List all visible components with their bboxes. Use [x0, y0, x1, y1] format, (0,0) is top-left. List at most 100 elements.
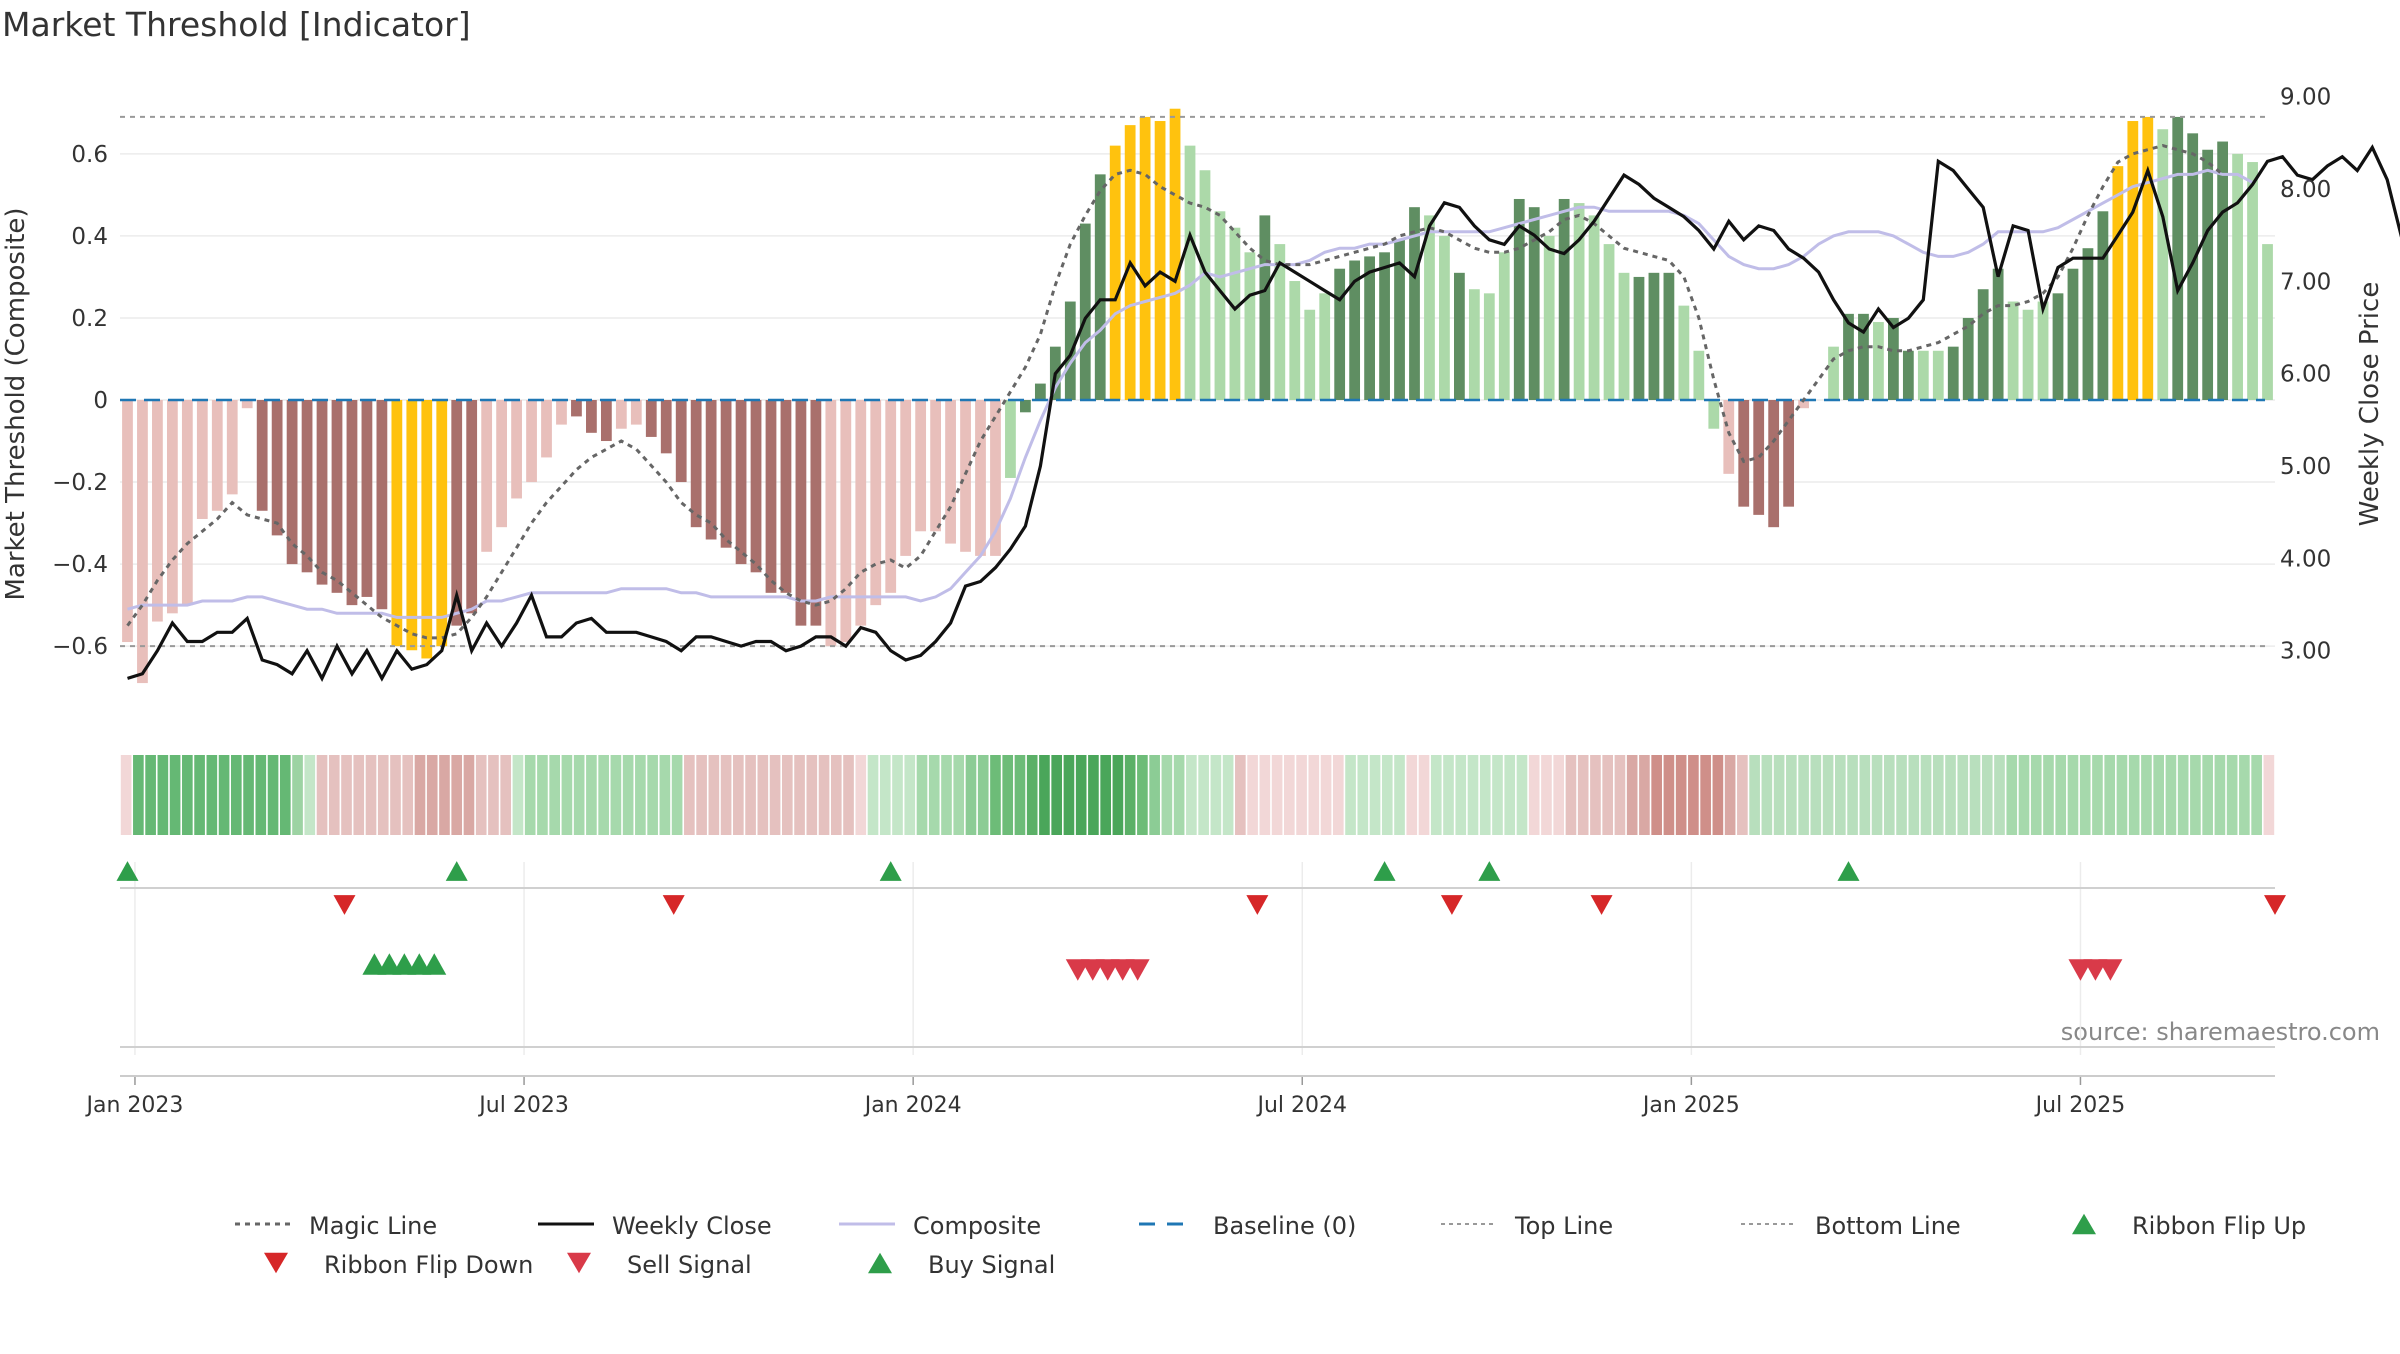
composite-bar — [586, 400, 597, 433]
chart-title: Market Threshold [Indicator] — [2, 5, 471, 44]
ribbon-cell — [1847, 755, 1858, 835]
ribbon-cell — [966, 755, 977, 835]
ribbon-cell — [268, 755, 279, 835]
ribbon-cell — [1578, 755, 1589, 835]
ribbon-cell — [1076, 755, 1087, 835]
ribbon-cell — [353, 755, 364, 835]
composite-bar — [781, 400, 792, 593]
ribbon-cell — [770, 755, 781, 835]
x-tick-label: Jul 2023 — [477, 1093, 569, 1118]
ribbon-cell — [660, 755, 671, 835]
ribbon-cell — [1357, 755, 1368, 835]
ribbon-cell — [402, 755, 413, 835]
ribbon-cell — [219, 755, 230, 835]
composite-bar — [2083, 248, 2094, 400]
ribbon-cell — [990, 755, 1001, 835]
composite-bar — [706, 400, 717, 539]
ribbon-cell — [941, 755, 952, 835]
ribbon-cell — [243, 755, 254, 835]
composite-bar — [436, 400, 447, 646]
ribbon-cell — [1186, 755, 1197, 835]
ribbon-cell — [1064, 755, 1075, 835]
composite-bar — [466, 400, 477, 613]
ribbon-cell — [2141, 755, 2152, 835]
ribbon-cell — [1455, 755, 1466, 835]
signal-rows — [116, 861, 2286, 1076]
composite-bar — [1005, 400, 1016, 478]
y-left-tick-label: −0.2 — [52, 470, 108, 496]
ribbon-cell — [145, 755, 156, 835]
ribbon-cell — [758, 755, 769, 835]
ribbon-cell — [1749, 755, 1760, 835]
ribbon-flip-down-marker — [1441, 895, 1463, 915]
ribbon-cell — [1394, 755, 1405, 835]
ribbon-cell — [1296, 755, 1307, 835]
ribbon-flip-down-marker — [663, 895, 685, 915]
ribbon-cell — [2215, 755, 2226, 835]
ribbon-cell — [121, 755, 132, 835]
legend-label: Baseline (0) — [1213, 1212, 1356, 1240]
ribbon-cell — [194, 755, 205, 835]
ribbon-cell — [1872, 755, 1883, 835]
composite-bar — [900, 400, 911, 556]
composite-bar — [1589, 215, 1600, 400]
ribbon-cell — [158, 755, 169, 835]
ribbon-cell — [2068, 755, 2079, 835]
composite-bar — [1065, 302, 1076, 400]
composite-bar — [840, 400, 851, 642]
composite-bar — [1364, 256, 1375, 400]
composite-bar — [1828, 347, 1839, 400]
y-left-tick-label: 0 — [93, 388, 108, 414]
composite-bar — [810, 400, 821, 626]
composite-bar — [1664, 273, 1675, 400]
ribbon-cell — [2104, 755, 2115, 835]
ribbon-cell — [2227, 755, 2238, 835]
ribbon-cell — [819, 755, 830, 835]
ribbon-cell — [2129, 755, 2140, 835]
ribbon-cell — [647, 755, 658, 835]
composite-bar — [2038, 302, 2049, 400]
ribbon-cell — [745, 755, 756, 835]
ribbon-cell — [831, 755, 842, 835]
composite-bar — [302, 400, 313, 572]
ribbon-cell — [1602, 755, 1613, 835]
ribbon-cell — [2190, 755, 2201, 835]
ribbon-strip — [121, 755, 2274, 835]
ribbon-cell — [2166, 755, 2177, 835]
composite-bar — [676, 400, 687, 482]
ribbon-cell — [2251, 755, 2262, 835]
ribbon-cell — [2239, 755, 2250, 835]
composite-bar — [2008, 302, 2019, 400]
composite-bar — [556, 400, 567, 425]
legend-item: Ribbon Flip Up — [2072, 1212, 2306, 1240]
composite-bar — [945, 400, 956, 544]
ribbon-cell — [2006, 755, 2017, 835]
composite-bar — [1559, 199, 1570, 400]
composite-bar — [721, 400, 732, 548]
composite-bar — [691, 400, 702, 527]
ribbon-flip-up-marker — [1837, 861, 1859, 881]
ribbon-cell — [1235, 755, 1246, 835]
ribbon-cell — [2092, 755, 2103, 835]
ribbon-cell — [1615, 755, 1626, 835]
legend-label: Ribbon Flip Down — [324, 1251, 533, 1279]
ribbon-cell — [1859, 755, 1870, 835]
legend-label: Buy Signal — [928, 1251, 1055, 1279]
ribbon-cell — [1015, 755, 1026, 835]
composite-bar — [1319, 293, 1330, 400]
composite-bar — [1379, 252, 1390, 400]
composite-bar — [796, 400, 807, 626]
composite-bar — [481, 400, 492, 552]
y-right-tick-label: 6.00 — [2280, 362, 2331, 388]
ribbon-cell — [390, 755, 401, 835]
ribbon-cell — [1921, 755, 1932, 835]
ribbon-cell — [635, 755, 646, 835]
ribbon-cell — [1566, 755, 1577, 835]
ribbon-cell — [1051, 755, 1062, 835]
composite-bar — [332, 400, 343, 593]
composite-bar — [541, 400, 552, 457]
composite-bar — [2053, 293, 2064, 400]
ribbon-cell — [1174, 755, 1185, 835]
